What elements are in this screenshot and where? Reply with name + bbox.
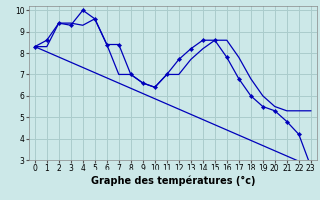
X-axis label: Graphe des températures (°c): Graphe des températures (°c)	[91, 176, 255, 186]
